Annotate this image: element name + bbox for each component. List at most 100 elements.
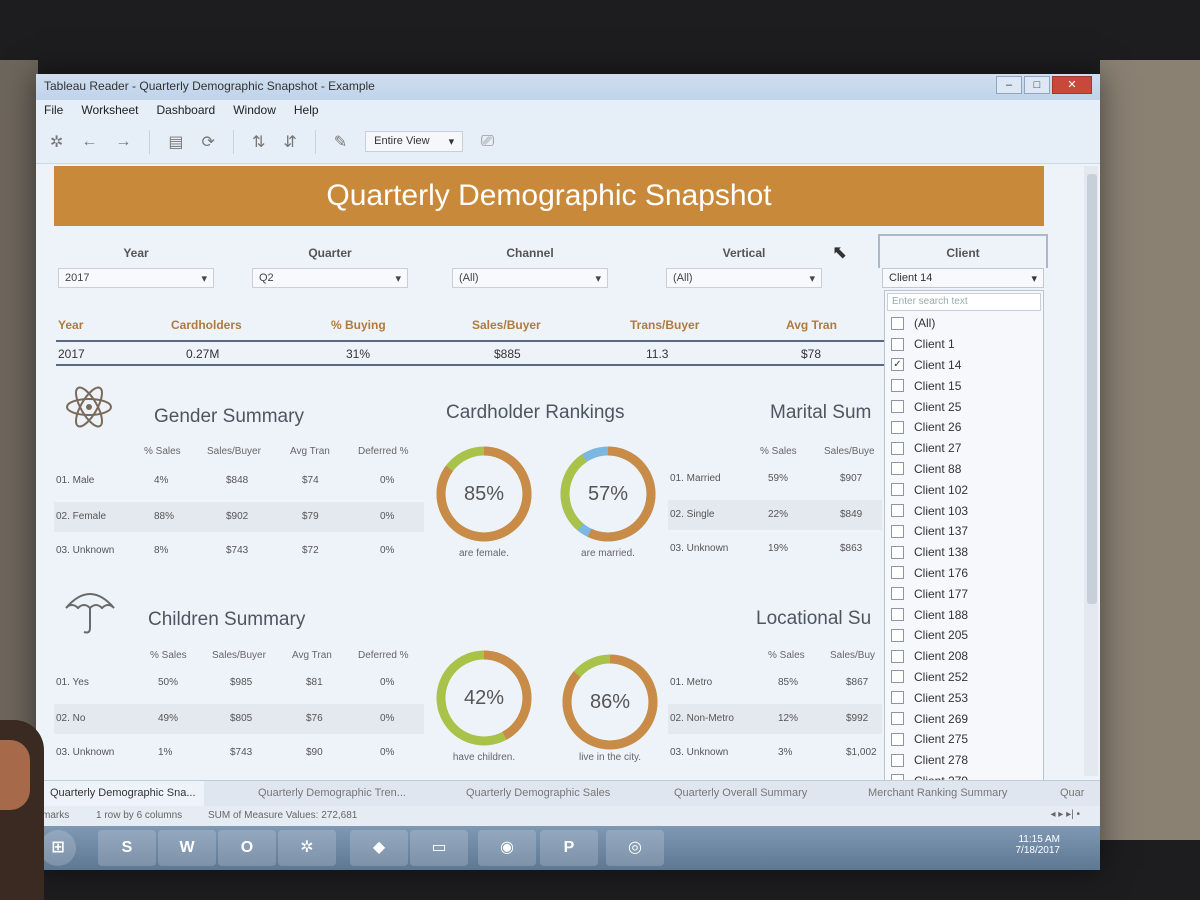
- client-option[interactable]: Client 15: [885, 375, 1043, 396]
- client-option[interactable]: Client 253: [885, 687, 1043, 708]
- word-icon[interactable]: W: [158, 830, 216, 866]
- client-option[interactable]: (All): [885, 313, 1043, 334]
- checkbox[interactable]: [891, 420, 904, 434]
- filter-vertical-select[interactable]: (All) ▾: [666, 268, 822, 288]
- client-option[interactable]: Client 278: [885, 750, 1043, 771]
- table-header-cell: % Sales: [144, 446, 181, 457]
- client-option[interactable]: Client 27: [885, 438, 1043, 459]
- checkbox[interactable]: [891, 691, 904, 705]
- tableau-reader-icon[interactable]: ◎: [606, 830, 664, 866]
- checkbox[interactable]: [891, 732, 904, 746]
- checkbox[interactable]: [891, 649, 904, 663]
- sheet-tab[interactable]: Merchant Ranking Summary: [868, 787, 1008, 799]
- table-row: 01. Yes 50% $985 $81 0%: [54, 668, 424, 698]
- checkbox[interactable]: ✓: [891, 358, 904, 372]
- filter-year-select[interactable]: 2017 ▾: [58, 268, 214, 288]
- sort-desc-icon[interactable]: ⇵: [283, 133, 297, 151]
- sheet-tab[interactable]: Quarterly Demographic Tren...: [258, 787, 406, 799]
- sheet-tab[interactable]: Quar: [1060, 787, 1085, 799]
- checkbox[interactable]: [891, 670, 904, 684]
- menu-file[interactable]: File: [44, 103, 64, 117]
- checkbox[interactable]: [891, 400, 904, 414]
- view-select[interactable]: Entire View ▾: [365, 131, 464, 152]
- client-search-input[interactable]: Enter search text: [887, 293, 1041, 311]
- menu-dashboard[interactable]: Dashboard: [156, 103, 216, 117]
- pin-icon[interactable]: ✎: [333, 133, 348, 151]
- presentation-icon[interactable]: ⎚: [481, 132, 494, 150]
- table-cell: 3%: [778, 747, 793, 758]
- donut-caption: live in the city.: [578, 752, 642, 763]
- forward-arrow-icon[interactable]: →: [115, 132, 132, 150]
- sort-asc-icon[interactable]: ⇅: [251, 133, 266, 151]
- checkbox[interactable]: [891, 566, 904, 580]
- chrome-icon[interactable]: ◉: [478, 830, 536, 866]
- checkbox[interactable]: [891, 628, 904, 642]
- checkbox[interactable]: [891, 608, 904, 622]
- folder-icon[interactable]: ▭: [410, 830, 468, 866]
- client-option[interactable]: Client 88: [885, 459, 1043, 480]
- client-option[interactable]: Client 26: [885, 417, 1043, 438]
- checkbox[interactable]: [891, 524, 904, 538]
- sheet-tab[interactable]: Quarterly Demographic Sales: [466, 787, 611, 799]
- checkbox[interactable]: [891, 462, 904, 476]
- minimize-button[interactable]: –: [996, 76, 1022, 94]
- client-option[interactable]: Client 102: [885, 479, 1043, 500]
- start-button-icon[interactable]: ⊞: [40, 830, 76, 866]
- checkbox[interactable]: [891, 316, 904, 330]
- client-option[interactable]: Client 176: [885, 563, 1043, 584]
- filter-channel-select[interactable]: (All) ▾: [452, 268, 608, 288]
- sheet-tab[interactable]: Quarterly Overall Summary: [674, 787, 808, 799]
- checkbox[interactable]: [891, 712, 904, 726]
- vs-icon[interactable]: ◆: [350, 830, 408, 866]
- client-option[interactable]: Client 138: [885, 542, 1043, 563]
- checkbox[interactable]: [891, 441, 904, 455]
- checkbox[interactable]: [891, 753, 904, 767]
- refresh-icon[interactable]: ⟳: [201, 133, 215, 151]
- client-option[interactable]: Client 208: [885, 646, 1043, 667]
- save-icon[interactable]: ▤: [168, 133, 184, 151]
- menu-worksheet[interactable]: Worksheet: [81, 103, 139, 117]
- outlook-icon[interactable]: O: [218, 830, 276, 866]
- client-option[interactable]: ✓ Client 14: [885, 355, 1043, 376]
- checkbox[interactable]: [891, 545, 904, 559]
- client-option[interactable]: Client 205: [885, 625, 1043, 646]
- table-header-cell: Sales/Buy: [830, 650, 876, 661]
- client-option[interactable]: Client 137: [885, 521, 1043, 542]
- donut-caption: are married.: [581, 548, 635, 559]
- client-option[interactable]: Client 269: [885, 708, 1043, 729]
- back-arrow-icon[interactable]: ←: [81, 132, 98, 150]
- kpi-cell: 31%: [346, 347, 371, 361]
- client-option[interactable]: Client 1: [885, 334, 1043, 355]
- powerpoint-icon[interactable]: P: [540, 830, 598, 866]
- maximize-button[interactable]: □: [1024, 76, 1050, 94]
- client-option[interactable]: Client 188: [885, 604, 1043, 625]
- checkbox[interactable]: [891, 337, 904, 351]
- close-button[interactable]: ✕: [1052, 76, 1092, 94]
- client-option[interactable]: Client 275: [885, 729, 1043, 750]
- sheet-tab[interactable]: Quarterly Demographic Sna...: [42, 781, 204, 807]
- status-sum: SUM of Measure Values: 272,681: [208, 810, 358, 821]
- client-option-label: Client 208: [914, 649, 969, 664]
- client-option[interactable]: Client 103: [885, 500, 1043, 521]
- clock-date: 7/18/2017: [1015, 845, 1061, 856]
- checkbox[interactable]: [891, 587, 904, 601]
- checkbox[interactable]: [891, 483, 904, 497]
- kpi-header-cell: Year: [58, 318, 84, 332]
- client-option[interactable]: Client 252: [885, 667, 1043, 688]
- table-cell: $902: [226, 511, 249, 522]
- menu-window[interactable]: Window: [233, 103, 276, 117]
- app-icon[interactable]: ✲: [278, 830, 336, 866]
- menu-help[interactable]: Help: [293, 103, 319, 117]
- client-option-label: Client 252: [914, 669, 969, 684]
- filter-quarter-select[interactable]: Q2 ▾: [252, 268, 408, 288]
- tableau-icon[interactable]: ✲: [50, 133, 64, 151]
- checkbox[interactable]: [891, 379, 904, 393]
- client-select[interactable]: Client 14 ▾: [882, 268, 1044, 288]
- client-option[interactable]: Client 177: [885, 583, 1043, 604]
- page-nav-icon[interactable]: ◂ ▸ ▸| •: [1050, 809, 1081, 820]
- table-row: 01. Married 59% $907: [668, 464, 882, 494]
- checkbox[interactable]: [891, 504, 904, 518]
- scrollbar-thumb[interactable]: [1087, 174, 1097, 604]
- client-option[interactable]: Client 25: [885, 396, 1043, 417]
- skype-icon[interactable]: S: [98, 830, 156, 866]
